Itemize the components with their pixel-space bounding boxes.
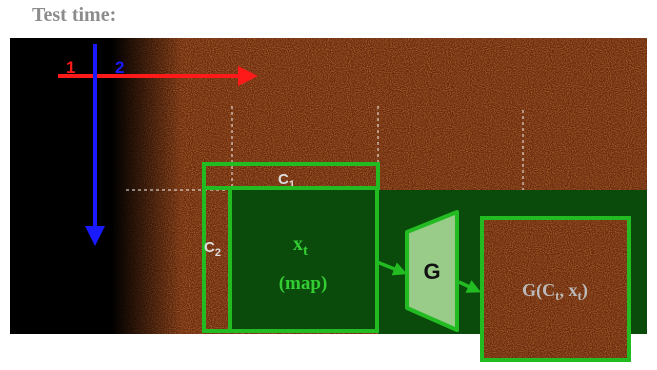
arrow-to-generator [376,260,408,276]
output-box [480,216,631,362]
xt-label: xt [293,233,308,259]
grid-guides [126,106,524,191]
c2-label: C2 [204,239,221,259]
generator-block [405,210,459,332]
horizontal-arrow-label: 1 [66,58,75,77]
vertical-arrow-label: 2 [115,58,124,77]
generator-label: G [423,259,440,284]
arrow-to-output [458,280,482,293]
xt-caption: (map) [279,273,328,294]
xt-map-box [228,186,379,333]
heading-test-time: Test time: [32,4,117,26]
c1-label: C1 [278,171,295,191]
output-label: G(Ct, xt) [522,280,588,303]
